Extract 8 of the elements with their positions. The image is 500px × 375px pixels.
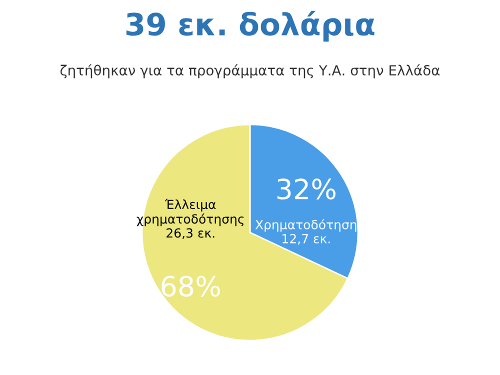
chart-title: 39 εκ. δολάρια [126, 10, 374, 42]
data-label: 32% [277, 178, 336, 200]
slice-label: Χρηματοδότηση [255, 219, 356, 232]
chart-subtitle: ζητήθηκαν για τα προγράμματα της Υ.Α. στην Ελλάδα [60, 64, 440, 78]
slice-label: Έλλειμα χρηματοδότησης [136, 198, 244, 226]
text: 12,7 εκ. [282, 234, 330, 245]
text: 26,3 εκ. [166, 228, 214, 239]
data-label: 68% [162, 276, 220, 297]
